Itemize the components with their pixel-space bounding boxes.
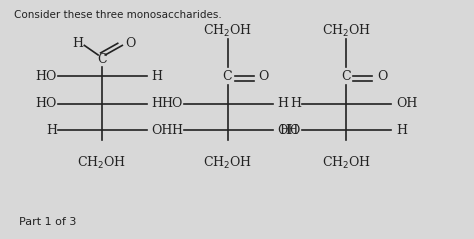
Text: HO: HO <box>36 70 57 83</box>
Text: Part 1 of 3: Part 1 of 3 <box>19 217 76 227</box>
Text: C: C <box>97 53 107 66</box>
Text: HO: HO <box>161 98 182 110</box>
Text: OH: OH <box>152 124 173 137</box>
Text: CH$_2$OH: CH$_2$OH <box>203 23 252 39</box>
Text: O: O <box>258 70 269 83</box>
Text: H: H <box>396 124 407 137</box>
Text: CH$_2$OH: CH$_2$OH <box>203 154 252 171</box>
Text: H: H <box>72 37 83 49</box>
Text: C: C <box>223 70 232 83</box>
Text: H: H <box>46 124 57 137</box>
Text: H: H <box>277 98 288 110</box>
Text: HO: HO <box>280 124 301 137</box>
Text: OH: OH <box>277 124 299 137</box>
Text: O: O <box>126 37 136 49</box>
Text: Consider these three monosaccharides.: Consider these three monosaccharides. <box>14 10 222 20</box>
Text: OH: OH <box>396 98 417 110</box>
Text: H: H <box>152 70 163 83</box>
Text: CH$_2$OH: CH$_2$OH <box>321 23 371 39</box>
Text: CH$_2$OH: CH$_2$OH <box>77 154 127 171</box>
Text: C: C <box>341 70 351 83</box>
Text: H: H <box>152 98 163 110</box>
Text: HO: HO <box>36 98 57 110</box>
Text: H: H <box>172 124 182 137</box>
Text: H: H <box>290 98 301 110</box>
Text: CH$_2$OH: CH$_2$OH <box>321 154 371 171</box>
Text: O: O <box>377 70 387 83</box>
